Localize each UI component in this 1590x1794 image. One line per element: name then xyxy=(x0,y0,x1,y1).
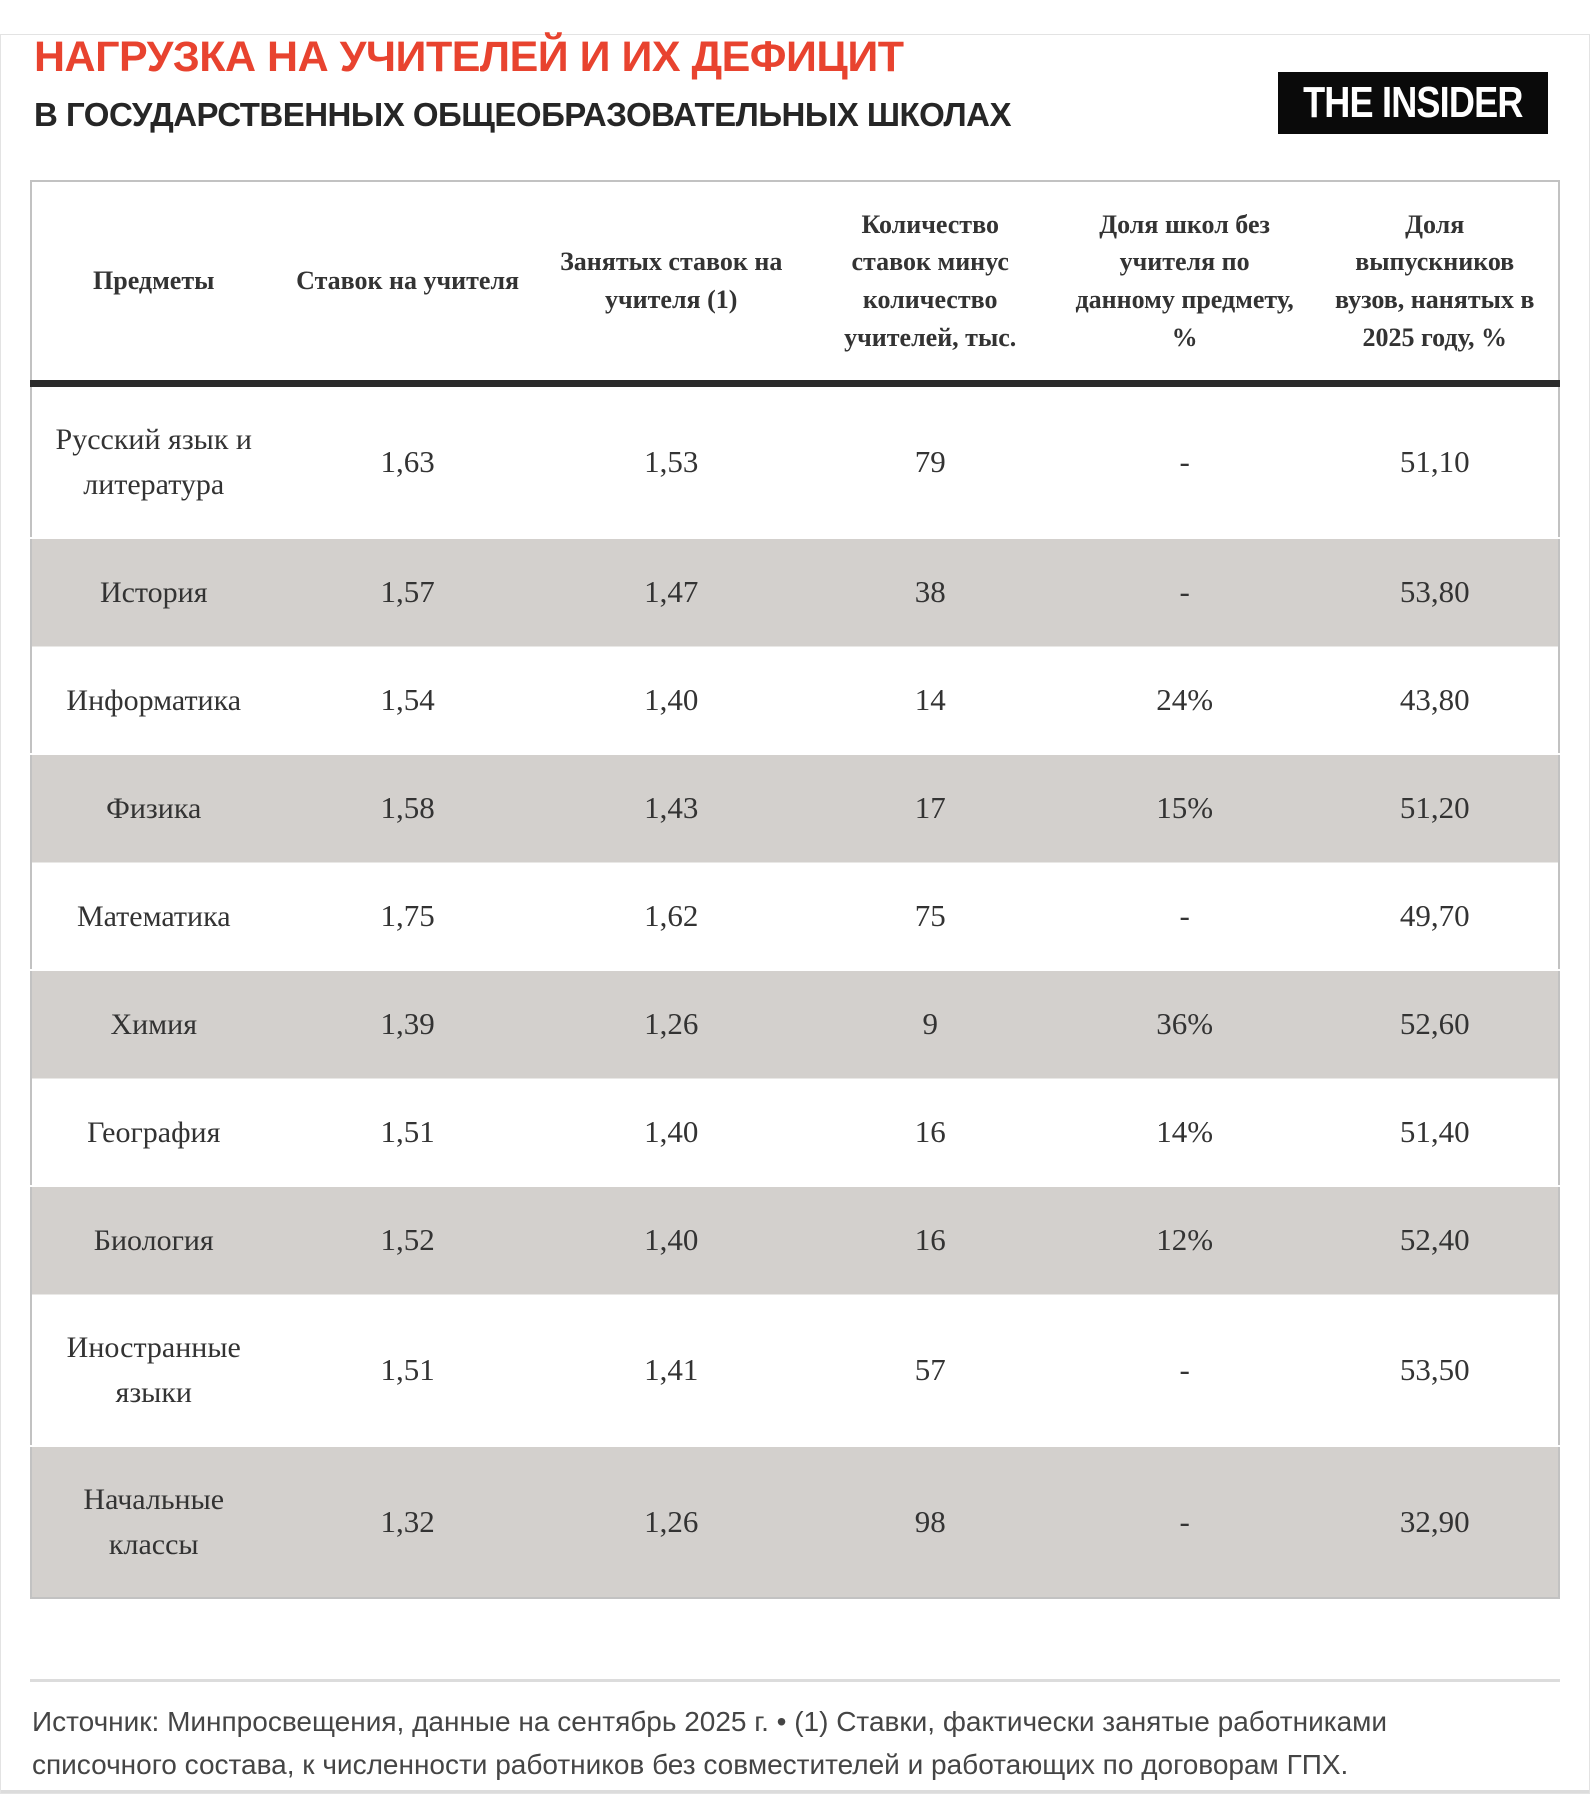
teacher-load-table: Предметы Ставок на учителя Занятых ставо… xyxy=(30,179,1560,1599)
value-cell: 1,62 xyxy=(644,897,699,933)
value-cell: 1,53 xyxy=(644,444,699,480)
value-cell: 1,39 xyxy=(380,1006,435,1042)
subject-cell: Иностранные языки xyxy=(66,1330,241,1409)
subject-cell: Физика xyxy=(106,792,202,826)
value-cell: 1,26 xyxy=(644,1503,699,1539)
value-cell: 1,40 xyxy=(644,1222,699,1258)
value-cell: 49,70 xyxy=(1399,897,1470,933)
value-cell: 16 xyxy=(914,1222,946,1258)
value-cell: 1,41 xyxy=(644,1351,699,1387)
value-cell: 1,63 xyxy=(380,444,435,480)
table-row: Иностранные языки 1,51 1,41 57 - 53,50 xyxy=(31,1294,1559,1446)
value-cell: 1,26 xyxy=(644,1006,699,1042)
table-row: Химия 1,39 1,26 9 36% 52,60 xyxy=(31,970,1559,1079)
value-cell: 12% xyxy=(1156,1222,1214,1258)
value-cell: - xyxy=(1179,444,1190,480)
table-row: География 1,51 1,40 16 14% 51,40 xyxy=(31,1078,1559,1187)
column-header-graduates-hired: Доля выпускников вузов, нанятых в 2025 г… xyxy=(1311,180,1559,388)
value-cell: 32,90 xyxy=(1399,1503,1470,1539)
value-cell: 51,10 xyxy=(1399,444,1470,480)
table-row: Физика 1,58 1,43 17 15% 51,20 xyxy=(31,754,1559,863)
subject-cell: Начальные классы xyxy=(83,1482,225,1561)
value-cell: 79 xyxy=(914,444,946,480)
subject-cell: Химия xyxy=(110,1008,198,1042)
infographic-page: НАГРУЗКА НА УЧИТЕЛЕЙ И ИХ ДЕФИЦИТ В ГОСУ… xyxy=(0,33,1590,1787)
table-header: Предметы Ставок на учителя Занятых ставо… xyxy=(31,180,1559,388)
value-cell: 38 xyxy=(914,574,946,610)
table-row: Русский язык и литература 1,63 1,53 79 - 51,1… xyxy=(31,383,1559,539)
column-header-schools-without-teacher: Доля школ без учителя по данному предмет… xyxy=(1057,180,1312,388)
subject-cell: Информатика xyxy=(66,683,242,717)
value-cell: 1,32 xyxy=(380,1503,435,1539)
table-row: Биология 1,52 1,40 16 12% 52,40 xyxy=(31,1186,1559,1295)
value-cell: 1,52 xyxy=(380,1222,435,1258)
logo-text: THE INSIDER xyxy=(1303,78,1523,127)
value-cell: 1,75 xyxy=(380,897,435,933)
value-cell: 43,80 xyxy=(1399,681,1470,717)
table-row: Математика 1,75 1,62 75 - 49,70 xyxy=(31,862,1559,971)
value-cell: 17 xyxy=(914,790,946,826)
subject-cell: Русский язык и литература xyxy=(55,423,252,502)
value-cell: 1,40 xyxy=(644,1113,699,1149)
value-cell: - xyxy=(1179,1351,1190,1387)
page-subtitle: В ГОСУДАРСТВЕННЫХ ОБЩЕОБРАЗОВАТЕЛЬНЫХ ШК… xyxy=(34,96,1012,134)
value-cell: 14% xyxy=(1156,1113,1214,1149)
table-row: Информатика 1,54 1,40 14 24% 43,80 xyxy=(31,646,1559,755)
value-cell: 1,51 xyxy=(380,1351,435,1387)
value-cell: 36% xyxy=(1156,1006,1214,1042)
subject-cell: География xyxy=(87,1115,221,1149)
column-header-subjects: Предметы xyxy=(31,180,276,388)
table-body: Русский язык и литература 1,63 1,53 79 - 51,1… xyxy=(31,383,1559,1598)
value-cell: 52,60 xyxy=(1399,1006,1470,1042)
value-cell: - xyxy=(1179,574,1190,610)
table-row: Начальные классы 1,32 1,26 98 - 32,90 xyxy=(31,1445,1559,1598)
value-cell: 1,40 xyxy=(644,681,699,717)
value-cell: 14 xyxy=(914,681,946,717)
column-header-occupied-rates: Занятых ставок на учителя (1) xyxy=(539,180,803,388)
header-row: Предметы Ставок на учителя Занятых ставо… xyxy=(31,180,1559,388)
column-header-rates-per-teacher: Ставок на учителя xyxy=(275,180,540,388)
table-row: История 1,57 1,47 38 - 53,80 xyxy=(31,538,1559,647)
subject-cell: Математика xyxy=(76,899,231,933)
footer-divider xyxy=(30,1678,1560,1682)
value-cell: 1,47 xyxy=(644,574,699,610)
source-note: Источник: Минпросвещения, данные на сент… xyxy=(32,1705,1388,1781)
value-cell: 1,58 xyxy=(380,790,435,826)
value-cell: 1,43 xyxy=(644,790,699,826)
value-cell: 9 xyxy=(922,1006,938,1042)
value-cell: 1,51 xyxy=(380,1113,435,1149)
value-cell: 53,80 xyxy=(1399,574,1470,610)
subject-cell: Биология xyxy=(93,1224,214,1258)
subject-cell: История xyxy=(99,576,208,610)
value-cell: 1,57 xyxy=(380,574,435,610)
value-cell: - xyxy=(1179,897,1190,933)
value-cell: 15% xyxy=(1156,790,1214,826)
value-cell: 51,20 xyxy=(1399,790,1470,826)
column-header-rates-minus-teachers: Количество ставок минус количество учите… xyxy=(802,180,1058,388)
value-cell: 98 xyxy=(914,1503,946,1539)
value-cell: 52,40 xyxy=(1399,1222,1470,1258)
value-cell: 75 xyxy=(914,897,946,933)
the-insider-logo: THE INSIDER xyxy=(1278,72,1548,134)
value-cell: 57 xyxy=(914,1351,946,1387)
page-title: НАГРУЗКА НА УЧИТЕЛЕЙ И ИХ ДЕФИЦИТ xyxy=(34,33,904,81)
value-cell: 1,54 xyxy=(380,681,435,717)
value-cell: 16 xyxy=(914,1113,946,1149)
value-cell: 51,40 xyxy=(1399,1113,1470,1149)
value-cell: - xyxy=(1179,1503,1190,1539)
value-cell: 24% xyxy=(1156,681,1214,717)
value-cell: 53,50 xyxy=(1399,1351,1470,1387)
